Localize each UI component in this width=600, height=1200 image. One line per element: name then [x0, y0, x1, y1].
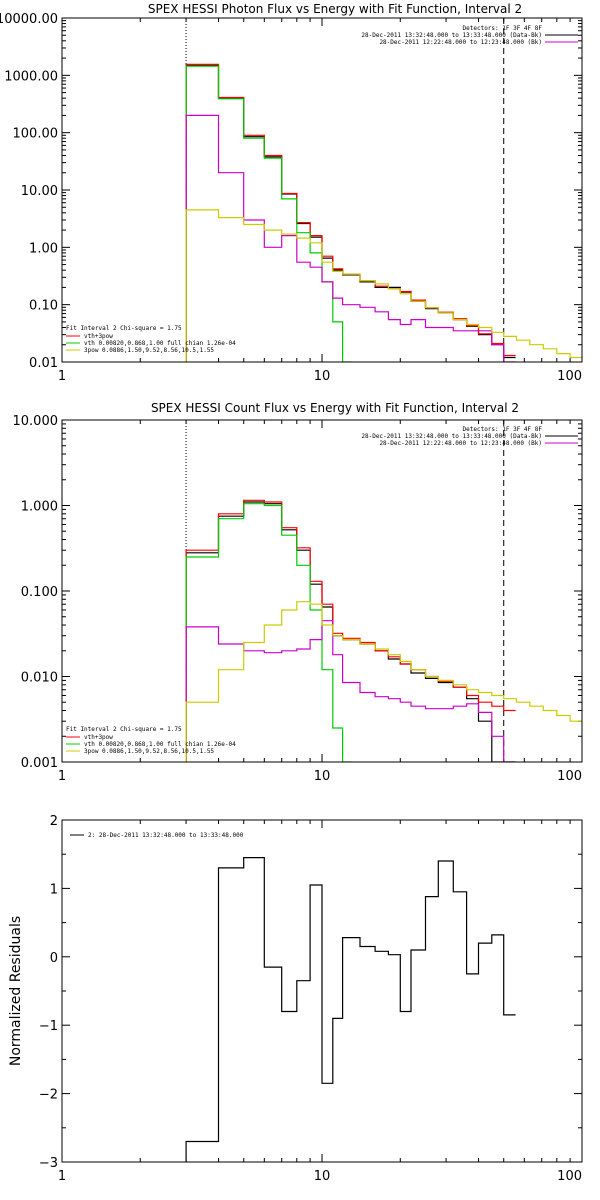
- legend-vth-3pow: vth+3pow: [84, 333, 113, 340]
- legend-3pow: 3pow 0.0886,1.50,9.52,8.56,10.5,1.55: [84, 347, 214, 354]
- x-tick-label: 1: [58, 1169, 66, 1184]
- series-4-histogram: [185, 209, 582, 362]
- photon-flux-frame: [61, 17, 583, 363]
- photon-flux-title: SPEX HESSI Photon Flux vs Energy with Fi…: [148, 2, 522, 16]
- series-0-histogram: [185, 64, 516, 362]
- count-flux-frame: [61, 419, 583, 763]
- series-0-histogram: [185, 857, 516, 1162]
- x-tick-label: 100: [557, 1169, 582, 1184]
- x-tick-label: 10: [314, 369, 331, 384]
- y-tick-label: 10000.00: [0, 12, 58, 27]
- legend-fit-interval: Fit Interval 2 Chi-square = 1.75: [66, 726, 182, 733]
- count-flux-title: SPEX HESSI Count Flux vs Energy with Fit…: [151, 401, 519, 415]
- legend-detectors: Detectors: 1F 3F 4F 8F: [463, 426, 543, 433]
- y-tick-label: 10.000: [13, 414, 59, 429]
- photon-flux-legend: Detectors: 1F 3F 4F 8F 28-Dec-2011 13:32…: [66, 25, 578, 354]
- series-4-histogram: [185, 601, 582, 762]
- x-tick-label: 1: [58, 769, 66, 784]
- y-tick-label: 1.00: [29, 241, 58, 256]
- y-tick-label: 0.001: [21, 756, 58, 771]
- series-2-histogram: [185, 503, 353, 762]
- y-tick-label: −2: [39, 1088, 58, 1103]
- y-tick-label: −3: [39, 1156, 58, 1171]
- y-tick-label: 0.100: [21, 585, 58, 600]
- x-tick-label: 10: [314, 769, 331, 784]
- y-tick-label: 0: [50, 951, 58, 966]
- x-tick-label: 1: [58, 369, 66, 384]
- series-0-histogram: [185, 501, 516, 762]
- legend-bk: 28-Dec-2011 12:22:48.000 to 12:23:48.000…: [379, 39, 542, 46]
- legend-bk: 28-Dec-2011 12:22:48.000 to 12:23:48.000…: [379, 440, 542, 447]
- y-tick-label: 0.01: [29, 356, 58, 371]
- x-tick-label: 10: [314, 1169, 331, 1184]
- y-tick-label: 1.000: [21, 500, 58, 515]
- legend-vth: vth 0.00820,0.868,1.00 full chian 1.26e-…: [84, 741, 236, 748]
- y-tick-label: 0.010: [21, 671, 58, 686]
- legend-3pow: 3pow 0.0886,1.50,9.52,8.56,10.5,1.55: [84, 748, 214, 755]
- y-tick-label: 100.00: [13, 127, 59, 142]
- residuals-frame: [61, 819, 583, 1163]
- legend-fit-interval: Fit Interval 2 Chi-square = 1.75: [66, 325, 182, 332]
- series-1-histogram: [185, 63, 516, 362]
- legend-vth: vth 0.00820,0.868,1.00 full chian 1.26e-…: [84, 340, 236, 347]
- x-tick-label: 100: [557, 369, 582, 384]
- legend-vth-3pow: vth+3pow: [84, 734, 113, 741]
- legend-data-bk: 28-Dec-2011 13:32:48.000 to 13:33:48.000…: [361, 433, 542, 440]
- series-1-histogram: [185, 499, 516, 762]
- legend-data-bk: 28-Dec-2011 13:32:48.000 to 13:33:48.000…: [361, 32, 542, 39]
- x-tick-label: 100: [557, 769, 582, 784]
- residuals-panel: 210−1−2−3 1 10 100 Normalized Residuals 2:…: [8, 814, 583, 1184]
- photon-flux-panel: SPEX HESSI Photon Flux vs Energy with Fi…: [0, 2, 583, 384]
- series-3-histogram: [185, 114, 516, 362]
- series-3-histogram: [185, 620, 516, 762]
- residuals-ylabel: Normalized Residuals: [8, 916, 24, 1066]
- y-tick-label: −1: [39, 1019, 58, 1034]
- y-tick-label: 1: [50, 882, 58, 897]
- count-flux-panel: SPEX HESSI Count Flux vs Energy with Fit…: [13, 401, 583, 784]
- y-tick-label: 2: [50, 814, 58, 829]
- y-tick-label: 1000.00: [4, 69, 58, 84]
- y-tick-label: 0.10: [29, 299, 58, 314]
- series-2-histogram: [185, 65, 353, 362]
- y-tick-label: 10.00: [21, 184, 58, 199]
- legend-detectors: Detectors: 1F 3F 4F 8F: [463, 25, 543, 32]
- residuals-legend: 2: 28-Dec-2011 13:32:48.000 to 13:33:48.…: [70, 832, 244, 839]
- count-flux-legend: Detectors: 1F 3F 4F 8F 28-Dec-2011 13:32…: [66, 426, 578, 755]
- legend-interval-2: 2: 28-Dec-2011 13:32:48.000 to 13:33:48.…: [88, 832, 244, 839]
